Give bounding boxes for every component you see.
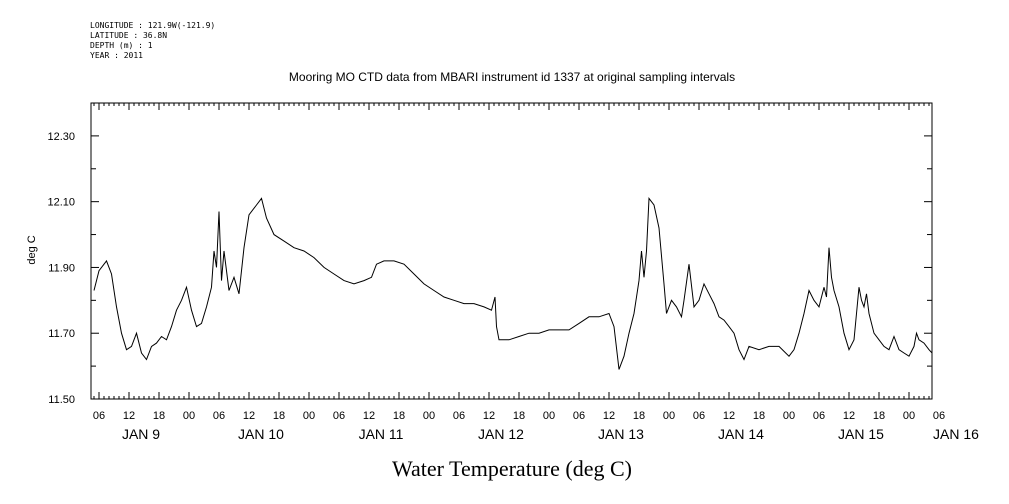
x-tick-label: 06 [453, 410, 465, 422]
day-labels: JAN 9 JAN 10 JAN 11 JAN 12 JAN 13 JAN 14 JAN 1… [122, 426, 979, 442]
y-tick-label: 11.90 [48, 262, 75, 274]
day-label: JAN 16 [933, 426, 979, 442]
y-tick-label: 11.50 [48, 394, 75, 406]
x-tick-label: 12 [483, 410, 495, 422]
x-tick-labels: 06 12 18 00 06 12 18 00 06 12 18 00 06 12 18 00 06 12 18 00… [93, 410, 945, 422]
x-tick-label: 00 [663, 410, 675, 422]
x-tick-label: 06 [333, 410, 345, 422]
y-tick-label: 12.30 [47, 131, 75, 143]
x-tick-label: 12 [603, 410, 615, 422]
axis-ticks [91, 102, 932, 400]
x-tick-label: 00 [783, 410, 795, 422]
x-tick-label: 12 [843, 410, 855, 422]
year-text: YEAR : 2011 [90, 51, 143, 60]
day-label: JAN 12 [478, 426, 524, 442]
x-tick-label: 12 [243, 410, 255, 422]
water-temperature-series-line [93, 126, 933, 370]
x-tick-label: 00 [543, 410, 555, 422]
depth-text: DEPTH (m) : 1 [90, 41, 153, 50]
x-tick-label: 18 [873, 410, 885, 422]
x-tick-label: 06 [573, 410, 585, 422]
day-label: JAN 10 [238, 426, 284, 442]
x-tick-label: 06 [213, 410, 225, 422]
x-tick-label: 06 [933, 410, 945, 422]
x-tick-label: 12 [723, 410, 735, 422]
x-tick-label: 18 [153, 410, 165, 422]
x-tick-label: 18 [633, 410, 645, 422]
x-tick-label: 18 [273, 410, 285, 422]
x-tick-label: 06 [693, 410, 705, 422]
x-axis-label: Water Temperature (deg C) [392, 456, 632, 481]
x-tick-label: 12 [363, 410, 375, 422]
x-tick-label: 18 [753, 410, 765, 422]
day-label: JAN 9 [122, 426, 160, 442]
y-tick-label: 12.10 [47, 197, 75, 209]
metadata-block: LONGITUDE : 121.9W(-121.9) LATITUDE : 36… [90, 21, 215, 61]
longitude-text: LONGITUDE : 121.9W(-121.9) [90, 21, 216, 30]
y-tick-label: 11.70 [48, 328, 75, 340]
x-tick-label: 00 [423, 410, 435, 422]
x-tick-label: 00 [183, 410, 195, 422]
chart-title: Mooring MO CTD data from MBARI instrumen… [289, 70, 735, 84]
x-tick-label: 12 [123, 410, 135, 422]
y-tick-labels: 11.50 11.70 11.90 12.10 12.30 [47, 131, 75, 406]
day-label: JAN 14 [718, 426, 764, 442]
x-tick-label: 00 [303, 410, 315, 422]
x-tick-label: 06 [93, 410, 105, 422]
x-tick-label: 06 [813, 410, 825, 422]
x-tick-label: 00 [903, 410, 915, 422]
x-tick-label: 18 [513, 410, 525, 422]
day-label: JAN 13 [598, 426, 644, 442]
y-axis-label: deg C [26, 235, 38, 264]
day-label: JAN 15 [838, 426, 884, 442]
x-tick-label: 18 [393, 410, 405, 422]
day-label: JAN 11 [359, 426, 404, 442]
latitude-text: LATITUDE : 36.8N [90, 31, 168, 40]
